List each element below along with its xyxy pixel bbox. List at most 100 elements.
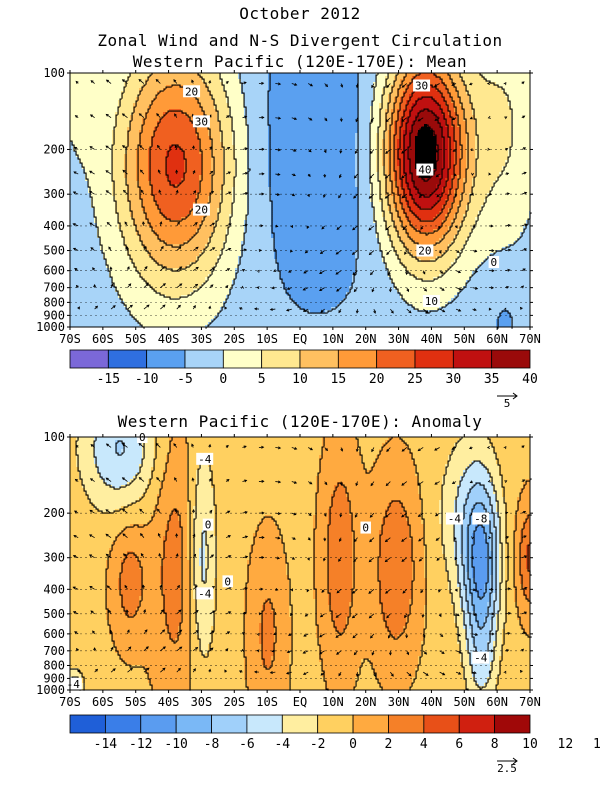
field-cell [202, 322, 206, 326]
field-cell [181, 289, 185, 293]
field-cell [82, 160, 86, 164]
field-cell [118, 265, 122, 269]
field-cell [190, 289, 194, 293]
field-cell [196, 148, 200, 152]
field-cell [193, 298, 197, 302]
field-cell [79, 289, 83, 293]
field-cell [91, 229, 95, 233]
field-cell [175, 136, 179, 140]
field-cell [127, 235, 131, 239]
field-cell [91, 121, 95, 125]
field-cell [181, 304, 185, 308]
field-cell [70, 250, 74, 254]
field-cell [106, 184, 110, 188]
field-cell [79, 187, 83, 191]
field-cell [79, 283, 83, 287]
field-cell [166, 268, 170, 272]
field-cell [184, 145, 188, 149]
field-cell [172, 319, 176, 323]
field-cell [241, 154, 245, 158]
field-cell [238, 82, 242, 86]
field-cell [229, 79, 233, 83]
field-cell [235, 283, 239, 287]
field-cell [157, 223, 161, 227]
field-cell [187, 289, 191, 293]
field-cell [70, 295, 74, 299]
field-cell [202, 259, 206, 263]
field-cell [178, 106, 182, 110]
field-cell [166, 79, 170, 83]
field-cell [184, 205, 188, 209]
field-cell [124, 253, 128, 257]
field-cell [211, 322, 215, 326]
field-cell [76, 106, 80, 110]
field-cell [154, 211, 158, 215]
field-cell [154, 118, 158, 122]
field-cell [160, 253, 164, 257]
field-cell [217, 265, 221, 269]
field-cell [112, 295, 116, 299]
field-cell [223, 103, 227, 107]
field-cell [211, 148, 215, 152]
field-cell [70, 241, 74, 245]
field-cell [199, 226, 203, 230]
field-cell [211, 214, 215, 218]
field-cell [136, 79, 140, 83]
field-cell [172, 166, 176, 170]
field-cell [121, 220, 125, 224]
field-cell [184, 301, 188, 305]
field-cell [199, 259, 203, 263]
field-cell [103, 238, 107, 242]
field-cell [178, 280, 182, 284]
field-cell [175, 166, 179, 170]
field-cell [211, 271, 215, 275]
field-cell [244, 169, 248, 173]
field-cell [106, 244, 110, 248]
field-cell [169, 154, 173, 158]
field-cell [79, 202, 83, 206]
field-cell [106, 97, 110, 101]
field-cell [187, 142, 191, 146]
field-cell [205, 247, 209, 251]
field-cell [217, 136, 221, 140]
field-cell [238, 241, 242, 245]
field-cell [235, 316, 239, 320]
field-cell [133, 253, 137, 257]
field-cell [181, 196, 185, 200]
field-cell [208, 277, 212, 281]
field-cell [130, 100, 134, 104]
field-cell [205, 292, 209, 296]
field-cell [169, 178, 173, 182]
field-cell [94, 121, 98, 125]
field-cell [181, 307, 185, 311]
field-cell [217, 133, 221, 137]
field-cell [112, 172, 116, 176]
field-cell [103, 253, 107, 257]
field-cell [76, 232, 80, 236]
field-cell [238, 268, 242, 272]
field-cell [130, 94, 134, 98]
field-cell [157, 292, 161, 296]
field-cell [175, 157, 179, 161]
field-cell [94, 232, 98, 236]
field-cell [196, 142, 200, 146]
field-cell [106, 163, 110, 167]
field-cell [199, 217, 203, 221]
field-cell [133, 190, 137, 194]
field-cell [199, 307, 203, 311]
field-cell [202, 235, 206, 239]
field-cell [70, 283, 74, 287]
field-cell [70, 166, 74, 170]
field-cell [238, 325, 242, 328]
field-cell [199, 229, 203, 233]
field-cell [82, 82, 86, 86]
field-cell [139, 124, 143, 128]
field-cell [130, 280, 134, 284]
field-cell [211, 112, 215, 116]
field-cell [73, 187, 77, 191]
field-cell [229, 130, 233, 134]
field-cell [112, 79, 116, 83]
field-cell [88, 118, 92, 122]
field-cell [181, 139, 185, 143]
field-cell [121, 85, 125, 89]
